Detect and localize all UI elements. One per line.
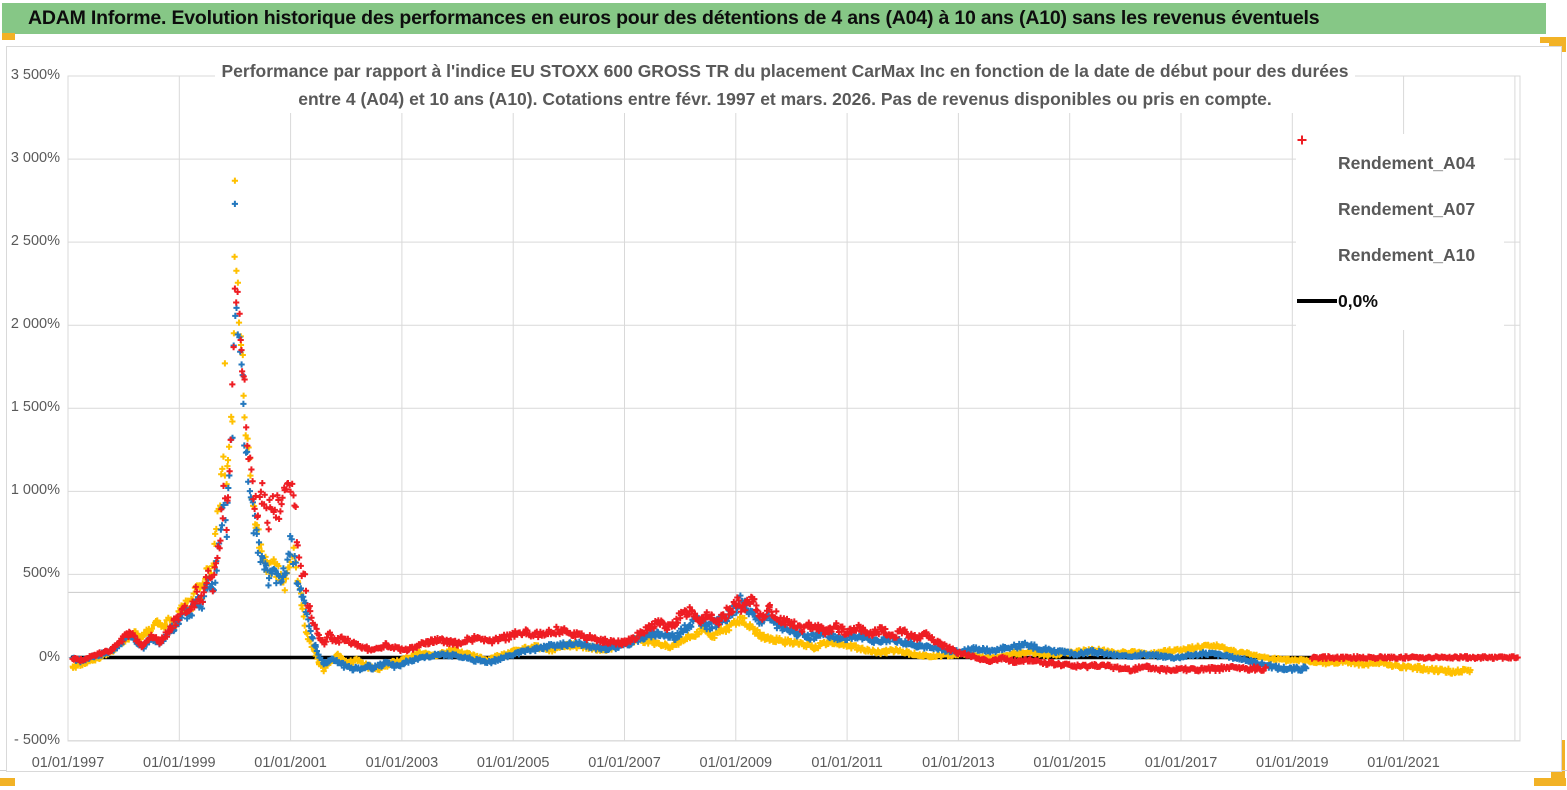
- chart-title: Performance par rapport à l'indice EU ST…: [215, 57, 1355, 113]
- legend-item-rendement-a10[interactable]: Rendement_A10: [1296, 135, 1504, 278]
- y-tick-label: - 500%: [14, 731, 60, 748]
- y-tick-label: 1 500%: [10, 399, 60, 416]
- chart-title-line1: Performance par rapport à l'indice EU ST…: [221, 61, 1349, 81]
- legend-line-swatch: [1296, 299, 1338, 303]
- y-tick-label: 1 000%: [10, 482, 60, 499]
- x-tick-label: 01/01/2007: [588, 755, 661, 771]
- report-title: ADAM Informe. Evolution historique des p…: [28, 7, 1320, 29]
- legend-item-label: Rendement_A10: [1338, 244, 1476, 265]
- legend-item-label: 0,0%: [1338, 290, 1378, 311]
- y-tick-label: 500%: [22, 565, 60, 582]
- legend-item-rendement-a07[interactable]: Rendement_A07: [1296, 135, 1504, 232]
- legend-item-label: Rendement_A07: [1338, 198, 1476, 219]
- x-tick-label: 01/01/2011: [811, 755, 883, 771]
- x-tick-label: 01/01/2019: [1256, 755, 1329, 771]
- legend-item-0-0-[interactable]: 0,0%: [1296, 278, 1504, 324]
- y-tick-label: 2 500%: [10, 233, 60, 250]
- series-Rendement_A07: [69, 200, 1310, 674]
- gold-accent-top-left: [2, 33, 15, 40]
- gold-accent-bottom-left: [0, 778, 15, 786]
- y-tick-label: 0%: [39, 648, 60, 665]
- x-tick-label: 01/01/1999: [143, 755, 216, 771]
- report-header-bar: ADAM Informe. Evolution historique des p…: [2, 3, 1546, 34]
- x-tick-label: 01/01/1997: [31, 755, 105, 771]
- y-tick-label: 3 500%: [10, 67, 60, 83]
- x-tick-label: 01/01/2013: [922, 755, 995, 771]
- x-tick-label: 01/01/2005: [476, 755, 550, 771]
- series-Rendement_A10: [69, 285, 1521, 675]
- x-tick-label: 01/01/2003: [365, 755, 439, 771]
- series-Rendement_A04: [69, 177, 1474, 677]
- legend-item-rendement-a04[interactable]: Rendement_A04: [1296, 135, 1504, 186]
- x-tick-label: 01/01/2015: [1033, 755, 1106, 771]
- chart-title-line2: entre 4 (A04) et 10 ans (A10). Cotations…: [298, 89, 1272, 109]
- y-tick-label: 2 000%: [10, 316, 60, 333]
- gold-accent-top-right-step: [1540, 37, 1549, 43]
- y-tick-label: 3 000%: [10, 150, 60, 167]
- legend-item-label: Rendement_A04: [1338, 152, 1476, 173]
- gold-accent-bottom-right-horizontal: [1534, 778, 1566, 786]
- x-tick-label: 01/01/2001: [254, 755, 327, 771]
- x-tick-label: 01/01/2009: [699, 755, 773, 771]
- chart-legend[interactable]: Rendement_A04 Rendement_A07 Rendement_A10 0…: [1296, 134, 1504, 330]
- x-tick-label: 01/01/2017: [1144, 755, 1218, 771]
- x-tick-label: 01/01/2021: [1367, 755, 1440, 771]
